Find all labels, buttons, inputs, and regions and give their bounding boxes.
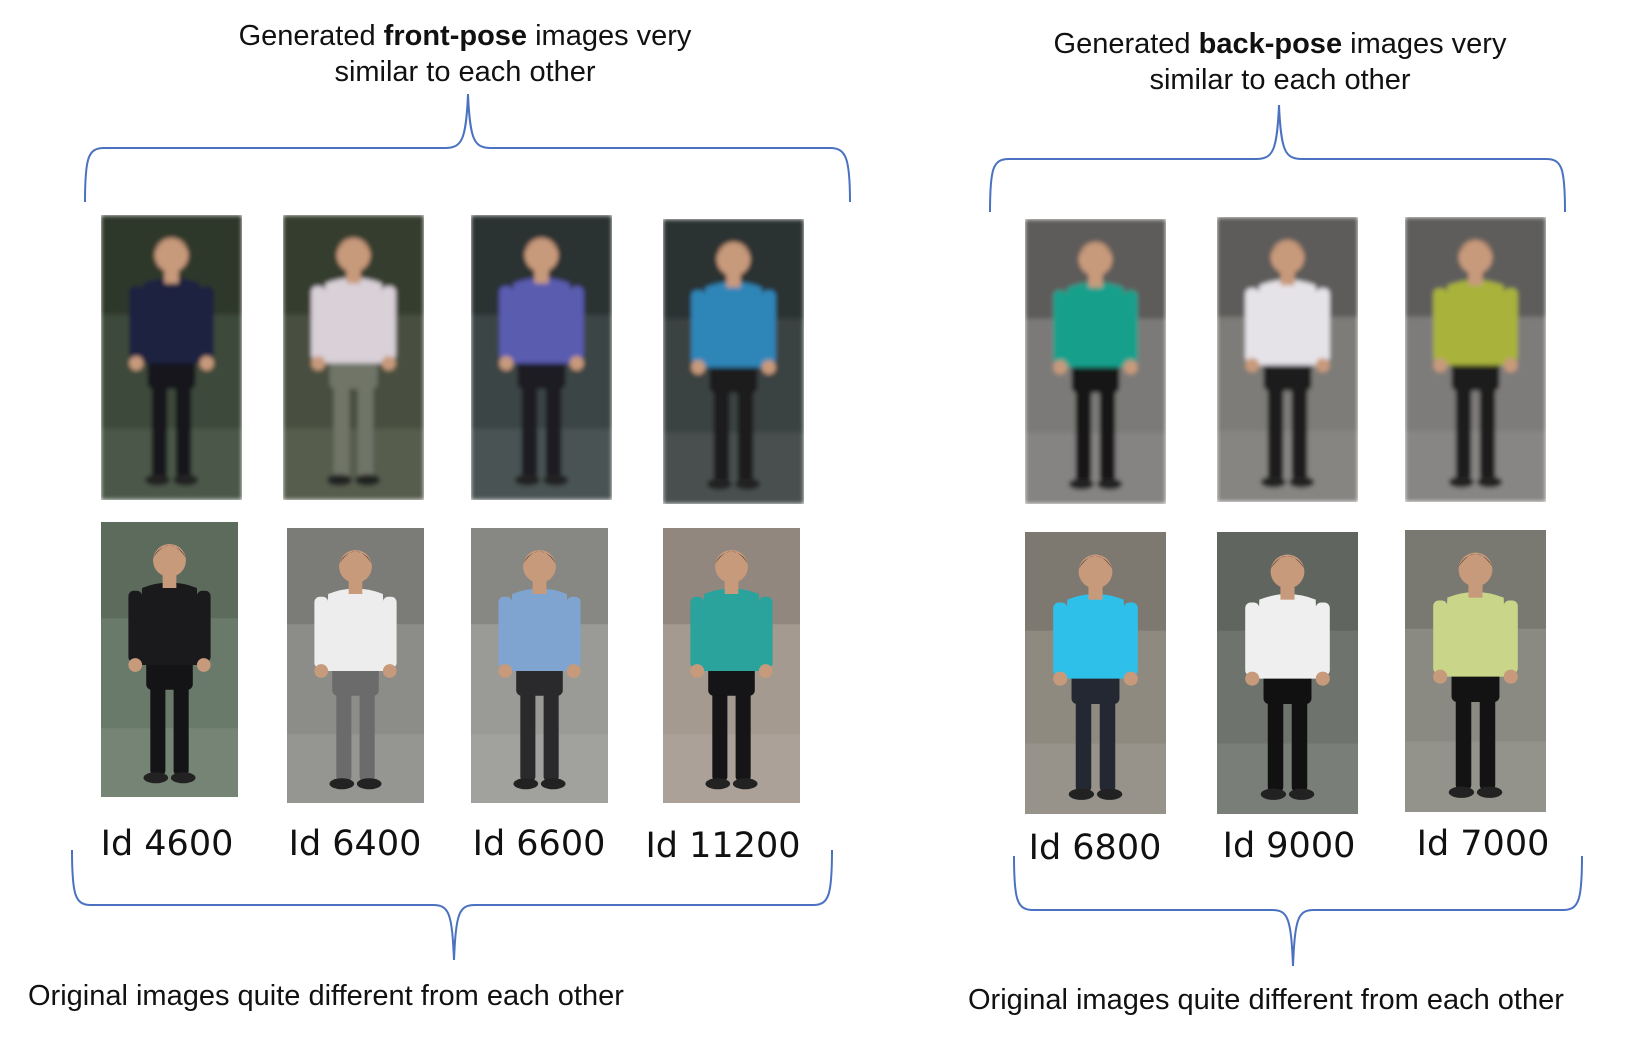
pedestrian-figure [287, 528, 424, 803]
left-original-image [471, 528, 608, 803]
right-bottom-brace [1013, 855, 1583, 967]
pedestrian-figure [1217, 532, 1358, 814]
right-bottom-caption: Original images quite different from eac… [968, 984, 1564, 1016]
pedestrian-figure [1025, 219, 1166, 504]
id-label: Id 6600 [472, 824, 606, 864]
pedestrian-figure [101, 522, 238, 797]
id-label: Id 4600 [100, 824, 234, 864]
id-label: Id 9000 [1222, 826, 1356, 866]
pedestrian-figure [283, 215, 424, 500]
pedestrian-figure [1025, 532, 1166, 814]
left-bottom-caption: Original images quite different from eac… [28, 980, 624, 1012]
left-generated-image [101, 215, 242, 500]
pedestrian-figure [101, 215, 242, 500]
right-original-image [1025, 532, 1166, 814]
id-label: Id 6800 [1028, 828, 1162, 868]
left-generated-image [663, 219, 804, 504]
id-label: Id 11200 [645, 826, 801, 866]
right-original-image [1217, 532, 1358, 814]
right-generated-image [1405, 217, 1546, 502]
right-original-image [1405, 530, 1546, 812]
pedestrian-figure [471, 215, 612, 500]
left-generated-image [471, 215, 612, 500]
left-bottom-brace [71, 849, 833, 961]
id-label: Id 6400 [288, 824, 422, 864]
left-original-image [287, 528, 424, 803]
left-original-image [663, 528, 800, 803]
pedestrian-figure [1405, 217, 1546, 502]
pedestrian-figure [1405, 530, 1546, 812]
pedestrian-figure [663, 528, 800, 803]
right-generated-image [1217, 217, 1358, 502]
left-top-caption: Generated front-pose images very similar… [238, 20, 692, 88]
right-top-caption: Generated back-pose images very similar … [1053, 28, 1507, 96]
pedestrian-figure [471, 528, 608, 803]
id-label: Id 7000 [1416, 824, 1550, 864]
right-top-brace [989, 104, 1566, 213]
left-generated-image [283, 215, 424, 500]
left-top-brace [84, 93, 851, 203]
right-generated-image [1025, 219, 1166, 504]
left-original-image [101, 522, 238, 797]
pedestrian-figure [663, 219, 804, 504]
pedestrian-figure [1217, 217, 1358, 502]
